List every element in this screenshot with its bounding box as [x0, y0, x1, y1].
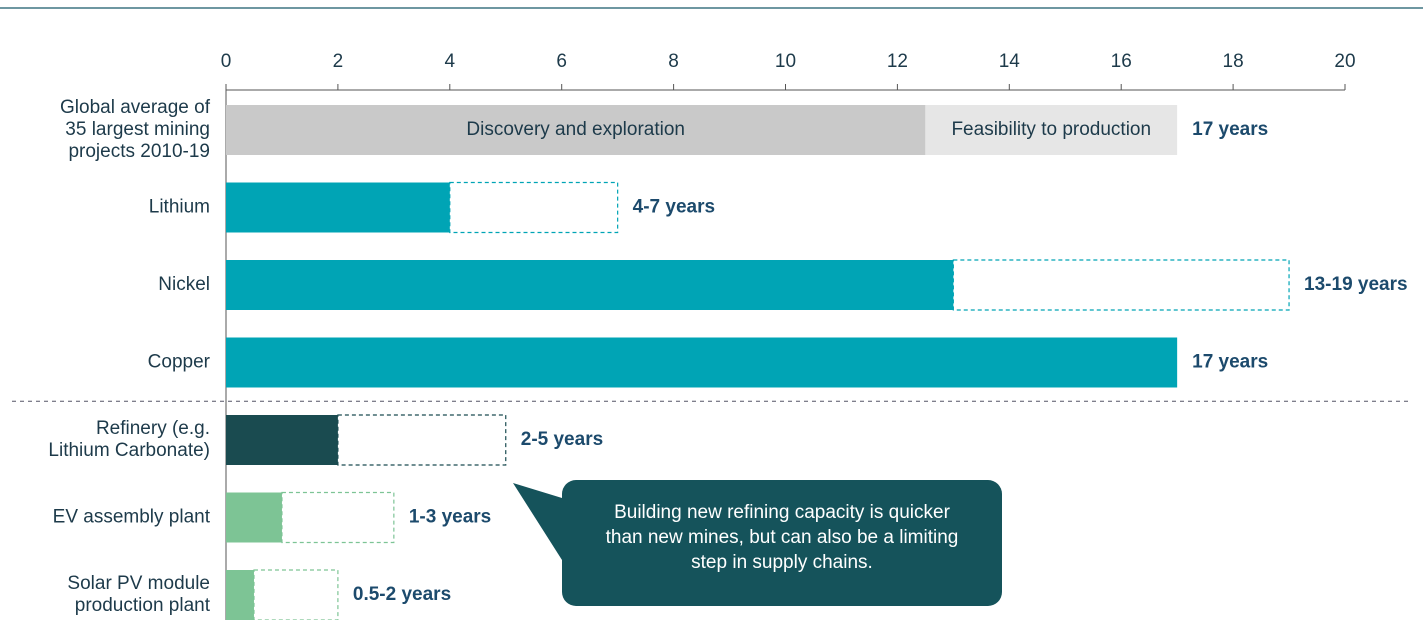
value-label: 17 years: [1192, 352, 1268, 373]
value-label: 2-5 years: [521, 429, 603, 450]
x-tick-label: 20: [1334, 51, 1355, 72]
category-label: 35 largest mining: [65, 119, 210, 140]
bar-segment: [925, 105, 1178, 155]
x-tick-label: 2: [333, 51, 344, 72]
value-label: 0.5-2 years: [353, 584, 451, 605]
category-label: projects 2010-19: [68, 141, 210, 162]
value-label: 4-7 years: [633, 197, 715, 218]
value-label: 17 years: [1192, 119, 1268, 140]
x-tick-label: 12: [887, 51, 908, 72]
bar-segment: [226, 337, 1178, 388]
category-label: Refinery (e.g.: [96, 418, 210, 439]
x-tick-label: 8: [668, 51, 679, 72]
x-tick-label: 18: [1223, 51, 1244, 72]
bar-segment: [226, 570, 254, 620]
x-tick-label: 14: [999, 51, 1021, 72]
x-tick-label: 16: [1111, 51, 1132, 72]
bar-segment: [226, 105, 926, 155]
segment-label: Discovery and exploration: [466, 119, 685, 140]
range-extension: [449, 181, 619, 234]
value-label: 1-3 years: [409, 507, 491, 528]
category-label: Global average of: [60, 97, 211, 118]
range-extension: [952, 259, 1290, 311]
callout-pointer: [513, 483, 562, 560]
range-extension: [253, 569, 339, 620]
category-label: Lithium Carbonate): [48, 440, 210, 461]
range-extension: [281, 491, 395, 544]
annotation: Building new refining capacity is quicke…: [562, 480, 1002, 606]
category-label: Nickel: [158, 274, 210, 295]
category-label: production plant: [75, 595, 211, 616]
bar-segment: [226, 492, 282, 543]
category-label: Solar PV module: [67, 573, 210, 594]
x-tick-label: 4: [445, 51, 456, 72]
bar-segment: [226, 415, 338, 465]
value-label: 13-19 years: [1304, 274, 1408, 295]
segment-label: Feasibility to production: [951, 119, 1151, 140]
bar-segment: [226, 260, 954, 310]
x-tick-label: 0: [221, 51, 232, 72]
range-extension: [337, 414, 507, 466]
category-label: EV assembly plant: [53, 507, 211, 528]
bar-segment: [226, 182, 450, 233]
x-tick-label: 6: [556, 51, 567, 72]
x-tick-label: 10: [775, 51, 796, 72]
category-label: Copper: [148, 352, 211, 373]
category-label: Lithium: [149, 197, 210, 218]
